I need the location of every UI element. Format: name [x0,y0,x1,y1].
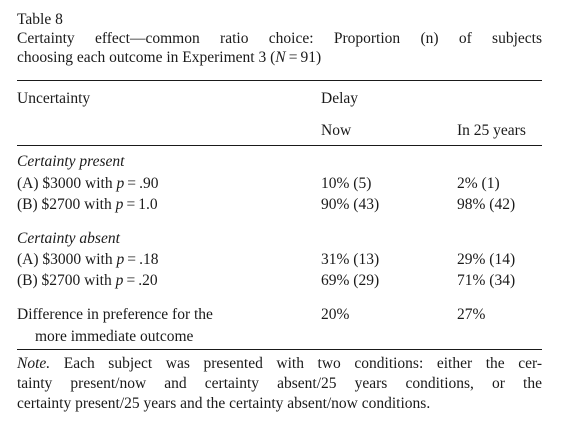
note-line-3: certainty present/25 years and the certa… [17,395,431,412]
caption-text-2: choosing each outcome in Experiment 3 ( [17,49,276,66]
table-label: Table 8 [17,11,63,28]
section-title-certainty-present: Certainty present [17,153,125,170]
row-label: (A) $3000 with p = .90 [17,174,159,193]
caption-n-value: = 91) [285,49,322,66]
row-label-text: (B) $2700 with [17,272,116,289]
cell-in-25-years: 29% (14) [457,251,516,268]
cell-now: 31% (13) [321,251,380,268]
header-uncertainty: Uncertainty [17,90,91,107]
row-label-text: (B) $2700 with [17,196,116,213]
difference-in-25-years: 27% [457,306,486,323]
note-text-1: Each subject was presented with two cond… [63,355,542,372]
table-caption-line-1: Certainty effect—common ratio choice: Pr… [17,29,542,48]
cell-in-25-years: 71% (34) [457,272,516,289]
header-in-25-years: In 25 years [457,122,526,139]
row-label-value: = .18 [124,251,159,268]
header-now: Now [321,122,352,139]
row-label-value: = 1.0 [123,196,158,213]
row-label-var: p [116,175,125,192]
bottom-rule [17,349,542,350]
note-label: Note. [17,355,51,372]
note-line-1: Note. Each subject was presented with tw… [17,354,542,374]
row-label-value: = .20 [123,272,158,289]
row-label-var: p [115,272,124,289]
difference-label-line-1: Difference in preference for the [17,306,213,323]
row-label: (B) $2700 with p = 1.0 [17,195,158,214]
cell-now: 10% (5) [321,175,372,192]
row-label-var: p [115,196,124,213]
row-label-var: p [116,251,125,268]
table-note: Note. Each subject was presented with tw… [17,354,542,414]
caption-text-1: Certainty effect—common ratio choice: Pr… [17,30,542,47]
difference-now: 20% [321,306,350,323]
table-caption-line-2: choosing each outcome in Experiment 3 (N… [17,48,542,67]
header-rule [17,145,542,146]
cell-in-25-years: 98% (42) [457,196,516,213]
note-line-2: tainty present/now and certainty absent/… [17,375,542,392]
cell-in-25-years: 2% (1) [457,175,500,192]
row-label: (A) $3000 with p = .18 [17,250,159,269]
cell-now: 90% (43) [321,196,380,213]
row-label-text: (A) $3000 with [17,251,117,268]
row-label-value: = .90 [124,175,159,192]
table-title-block: Table 8 Certainty effect—common ratio ch… [17,10,542,67]
caption-var-n: N [275,49,286,66]
row-label-text: (A) $3000 with [17,175,117,192]
difference-label-line-2: more immediate outcome [35,328,194,345]
cell-now: 69% (29) [321,272,380,289]
row-label: (B) $2700 with p = .20 [17,271,158,290]
top-rule [17,80,542,81]
header-delay: Delay [321,90,359,107]
section-title-certainty-absent: Certainty absent [17,230,120,247]
